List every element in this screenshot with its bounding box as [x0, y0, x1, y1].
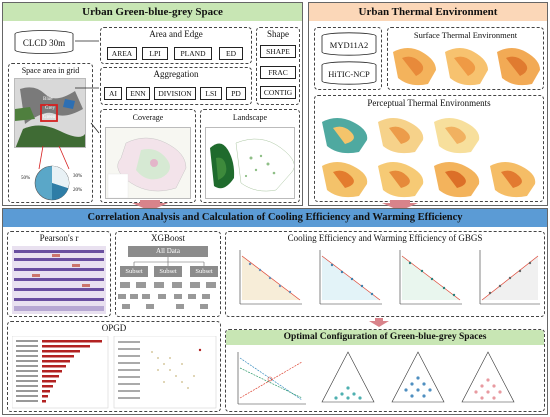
cooling-title: Cooling Efficiency and Warming Efficienc…	[287, 233, 483, 243]
optimal-plots	[237, 351, 515, 405]
source-myd11a2-label: MYD11A2	[329, 40, 369, 50]
analysis-panel-title: Correlation Analysis and Calculation of …	[3, 209, 547, 227]
landscape-title: Landscape	[232, 113, 268, 122]
source-hitic-label: HiTIC-NCP	[328, 69, 370, 79]
space-area-label: Space area in grid	[21, 66, 80, 75]
pearson-title: Pearson's r	[39, 233, 79, 243]
optimal-box: Optimal Configuration of Green-blue-grey…	[225, 329, 545, 412]
zoom-lines	[38, 145, 70, 170]
surface-thermal-title: Surface Thermal Environment	[413, 30, 518, 40]
aggregation-title: Aggregation	[153, 69, 199, 79]
metric-ai: AI	[104, 87, 122, 100]
analysis-panel: Correlation Analysis and Calculation of …	[2, 208, 548, 415]
landscape-map	[205, 127, 295, 199]
map-label-blue: Blue	[43, 97, 53, 102]
down-arrows	[132, 200, 418, 211]
metric-division: DIVISION	[154, 87, 196, 100]
pearson-box: Pearson's r	[7, 231, 111, 317]
source-hitic: HiTIC-NCP	[320, 61, 378, 85]
land-cover-map: Blue Grey Green	[14, 78, 86, 148]
green-panel-title: Urban Green-blue-grey Space	[3, 3, 302, 21]
metric-pland: PLAND	[174, 47, 212, 60]
pearson-heatmap	[12, 246, 106, 314]
metric-ed: ED	[219, 47, 243, 60]
coverage-title: Coverage	[132, 113, 164, 122]
metric-pd: PD	[226, 87, 246, 100]
metric-frac: FRAC	[260, 66, 296, 79]
xgb-branches	[118, 257, 216, 309]
shape-title: Shape	[267, 29, 289, 39]
xgb-subset-2: Subset	[154, 266, 182, 277]
metric-contig: CONTIG	[260, 86, 296, 99]
optimal-arrow	[369, 318, 389, 327]
area-edge-box: Area and Edge AREA LPI PLAND ED	[100, 27, 252, 64]
optimal-title: Optimal Configuration of Green-blue-grey…	[226, 330, 544, 345]
xgb-subset-3: Subset	[190, 266, 218, 277]
metric-shape: SHAPE	[260, 45, 296, 58]
metric-enn: ENN	[126, 87, 150, 100]
opgd-box: OPGD	[7, 321, 221, 412]
efficiency-plots	[239, 250, 540, 305]
cooling-box: Cooling Efficiency and Warming Efficienc…	[225, 231, 545, 317]
connector-lines	[75, 40, 100, 134]
shape-box: Shape SHAPE FRAC CONTIG	[256, 27, 300, 105]
metric-lpi: LPI	[142, 47, 168, 60]
xgb-subset-1: Subset	[120, 266, 148, 277]
map-label-grey: Grey	[45, 106, 55, 111]
aggregation-box: Aggregation AI ENN DIVISION LSI PD	[100, 67, 252, 105]
opgd-title: OPGD	[101, 323, 127, 333]
coverage-box: Coverage	[100, 109, 196, 203]
green-blue-grey-panel: Urban Green-blue-grey Space CLCD 30m Spa…	[2, 2, 303, 206]
source-myd11a2: MYD11A2	[320, 32, 378, 56]
surface-maps	[390, 42, 542, 88]
thermal-panel-title: Urban Thermal Environment	[309, 3, 547, 21]
surface-thermal-box: Surface Thermal Environment	[387, 27, 544, 90]
pie-label-30: 30%	[73, 174, 83, 179]
coverage-map	[105, 127, 191, 199]
opgd-charts	[12, 336, 217, 409]
thermal-panel: Urban Thermal Environment MYD11A2 HiTIC-…	[308, 2, 548, 206]
metric-lsi: LSI	[200, 87, 222, 100]
landscape-box: Landscape	[200, 109, 300, 203]
clcd-label: CLCD 30m	[22, 38, 66, 48]
pie-chart	[33, 164, 71, 202]
pie-label-50: 50%	[21, 176, 31, 181]
perceptual-thermal-box: Perceptual Thermal Environments	[314, 95, 544, 202]
perceptual-thermal-title: Perceptual Thermal Environments	[367, 98, 491, 108]
source-box: MYD11A2 HiTIC-NCP	[314, 27, 382, 90]
xgboost-title: XGBoost	[150, 233, 185, 243]
xgboost-box: XGBoost All Data Subset Subset Subset	[115, 231, 221, 317]
pie-label-20: 20%	[73, 188, 83, 193]
space-area-box: Space area in grid Blue Grey Green	[8, 63, 93, 203]
metric-area: AREA	[107, 47, 137, 60]
perceptual-maps	[319, 112, 541, 200]
xgb-all-data: All Data	[128, 246, 208, 257]
clcd-cylinder: CLCD 30m	[13, 30, 75, 54]
area-edge-title: Area and Edge	[149, 29, 203, 39]
map-label-green: Green	[43, 115, 56, 120]
